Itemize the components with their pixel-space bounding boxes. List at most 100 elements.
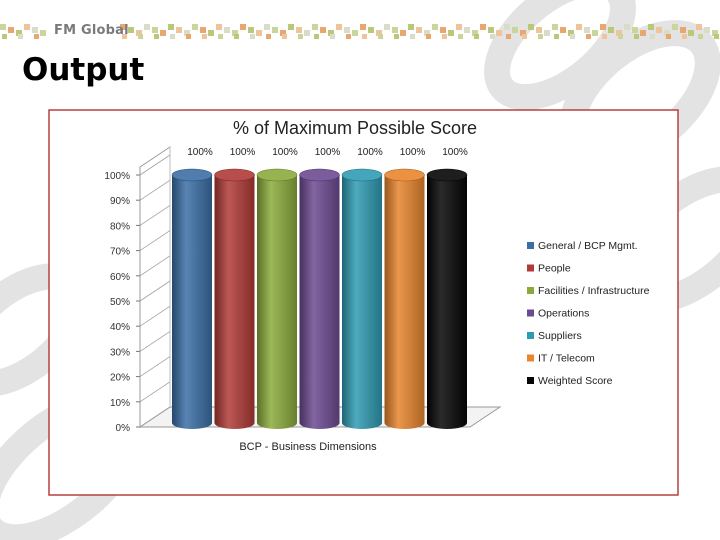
header-square bbox=[298, 34, 303, 39]
header-square bbox=[352, 30, 358, 36]
header-square bbox=[632, 27, 638, 33]
y-gridline bbox=[139, 179, 171, 201]
data-label: 100% bbox=[187, 147, 213, 158]
bar-top bbox=[171, 168, 213, 182]
header-square bbox=[440, 27, 446, 33]
y-gridline bbox=[139, 356, 171, 377]
header-square bbox=[536, 27, 542, 33]
header-square bbox=[608, 27, 614, 33]
header-square bbox=[616, 30, 622, 36]
header-square bbox=[330, 34, 335, 39]
bar-top bbox=[341, 168, 383, 182]
header-square bbox=[584, 27, 590, 33]
header-square bbox=[40, 30, 46, 36]
header-square bbox=[576, 24, 582, 30]
header-square bbox=[250, 34, 255, 39]
header-square bbox=[432, 24, 438, 30]
header-square bbox=[554, 34, 559, 39]
legend-label: General / BCP Mgmt. bbox=[538, 240, 638, 252]
header-square bbox=[384, 24, 390, 30]
x-axis-label: BCP - Business Dimensions bbox=[239, 441, 377, 453]
header-square bbox=[154, 34, 159, 39]
header-square bbox=[346, 34, 351, 39]
header-mosaic bbox=[0, 24, 719, 39]
bar-top bbox=[426, 168, 468, 182]
header-square bbox=[522, 34, 527, 39]
data-label: 100% bbox=[315, 147, 341, 158]
y-gridline bbox=[139, 255, 171, 277]
bar-body bbox=[257, 175, 297, 429]
bar-top bbox=[299, 168, 340, 182]
header-square bbox=[666, 34, 671, 39]
header-square bbox=[256, 30, 262, 36]
data-label: 100% bbox=[272, 147, 298, 158]
header-square bbox=[344, 27, 350, 33]
legend-swatch bbox=[527, 354, 534, 362]
legend-swatch bbox=[527, 332, 534, 339]
header-square bbox=[490, 34, 495, 39]
header-square bbox=[512, 27, 518, 33]
header-square bbox=[682, 34, 687, 39]
bar-top bbox=[384, 168, 425, 182]
header-square bbox=[688, 30, 694, 36]
header-square bbox=[328, 30, 334, 36]
bar bbox=[171, 168, 213, 429]
y-tick-label: 70% bbox=[110, 247, 130, 258]
header-square bbox=[424, 30, 430, 36]
header-square bbox=[312, 24, 318, 30]
header-square bbox=[208, 30, 214, 36]
legend-item: Weighted Score bbox=[527, 375, 613, 387]
header-square bbox=[496, 30, 502, 36]
header-square bbox=[202, 34, 207, 39]
header-square bbox=[160, 30, 166, 36]
header-square bbox=[320, 27, 326, 33]
bar bbox=[426, 168, 468, 429]
header-square bbox=[120, 24, 126, 30]
y-gridline bbox=[139, 406, 171, 428]
bar-top bbox=[214, 168, 255, 182]
y-tick-label: 100% bbox=[104, 171, 130, 182]
y-gridline bbox=[139, 205, 171, 226]
header-square bbox=[32, 27, 38, 33]
header-square bbox=[266, 34, 271, 39]
header-square bbox=[216, 24, 222, 30]
header-square bbox=[152, 27, 158, 33]
legend-label: People bbox=[538, 263, 571, 275]
header-square bbox=[200, 27, 206, 33]
header-square bbox=[520, 30, 526, 36]
data-label: 100% bbox=[230, 147, 256, 158]
data-label: 100% bbox=[357, 147, 383, 158]
header-square bbox=[2, 34, 7, 39]
header-square bbox=[128, 27, 134, 33]
header-square bbox=[648, 24, 654, 30]
legend-item: Suppliers bbox=[527, 330, 582, 342]
header-square bbox=[448, 30, 454, 36]
slide-title: Output bbox=[22, 52, 145, 88]
bar bbox=[384, 168, 425, 429]
header-square bbox=[568, 30, 574, 36]
header-square bbox=[544, 30, 550, 36]
header-square bbox=[618, 34, 623, 39]
bar-body bbox=[384, 175, 425, 429]
header-square bbox=[368, 27, 374, 33]
header-square bbox=[18, 34, 23, 39]
header-square bbox=[714, 34, 719, 39]
header-square bbox=[664, 30, 670, 36]
legend-item: IT / Telecom bbox=[527, 353, 595, 365]
header-square bbox=[410, 34, 415, 39]
header-square bbox=[224, 27, 230, 33]
y-tick-label: 50% bbox=[110, 297, 130, 308]
legend-label: Operations bbox=[538, 308, 589, 320]
bars-group bbox=[171, 168, 468, 429]
header-square bbox=[506, 34, 511, 39]
legend-item: Operations bbox=[527, 308, 589, 320]
header-square bbox=[186, 34, 191, 39]
header-square bbox=[592, 30, 598, 36]
y-tick-label: 40% bbox=[110, 322, 130, 333]
header-square bbox=[640, 30, 646, 36]
legend-label: Suppliers bbox=[538, 330, 582, 342]
header-square bbox=[560, 27, 566, 33]
bar-body bbox=[299, 175, 340, 429]
header-square bbox=[304, 30, 310, 36]
